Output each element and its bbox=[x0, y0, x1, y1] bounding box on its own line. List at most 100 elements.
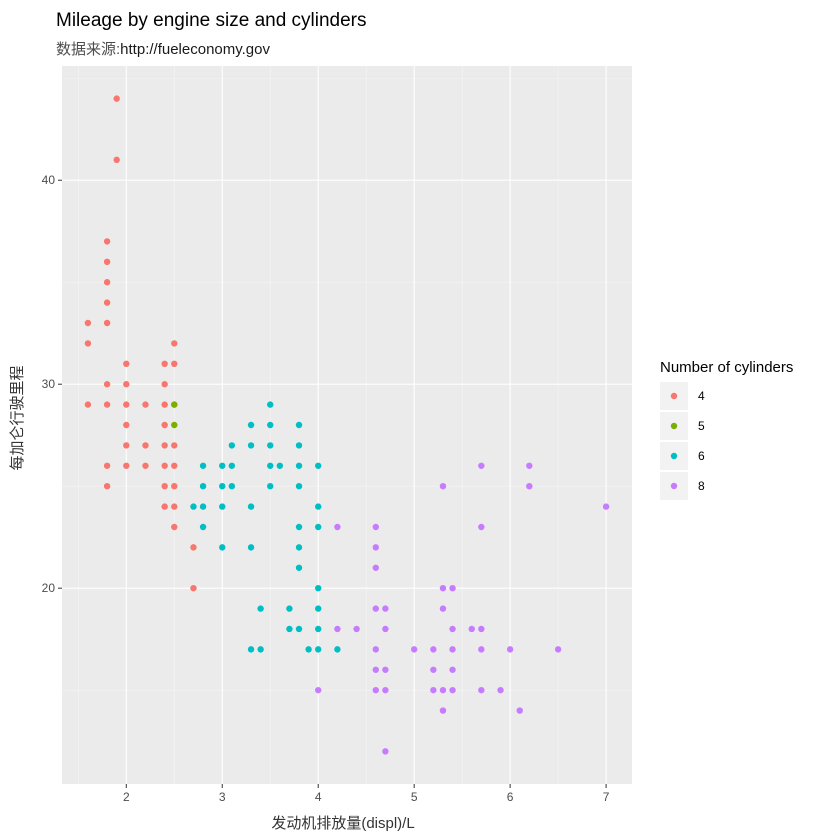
data-point-cyl-8 bbox=[478, 462, 485, 469]
data-point-cyl-6 bbox=[286, 625, 293, 633]
data-point-cyl-6 bbox=[247, 442, 255, 449]
data-point-cyl-8 bbox=[506, 646, 514, 653]
data-point-cyl-8 bbox=[382, 625, 389, 633]
data-point-cyl-6 bbox=[315, 584, 322, 592]
data-point-cyl-4 bbox=[84, 319, 92, 327]
legend-keys: 4 5 6 8 bbox=[660, 382, 705, 500]
data-point-cyl-8 bbox=[478, 523, 485, 531]
data-point-cyl-6 bbox=[267, 421, 274, 429]
data-point-cyl-8 bbox=[439, 605, 447, 612]
data-point-cyl-4 bbox=[123, 381, 130, 388]
data-point-cyl-4 bbox=[171, 503, 178, 510]
data-point-cyl-8 bbox=[372, 686, 379, 694]
y-axis-title: 每加仑行驶里程 bbox=[9, 365, 26, 470]
data-point-cyl-4 bbox=[161, 462, 168, 469]
data-point-cyl-4 bbox=[103, 401, 111, 408]
data-point-cyl-8 bbox=[478, 686, 485, 694]
x-axis-title-cn: 发动机排放量 bbox=[271, 815, 361, 832]
data-point-cyl-4 bbox=[123, 401, 130, 408]
data-point-cyl-8 bbox=[382, 686, 389, 694]
y-tick-label: 30 bbox=[42, 377, 56, 391]
data-point-cyl-6 bbox=[334, 646, 341, 653]
data-point-cyl-8 bbox=[449, 666, 456, 673]
x-axis: 2 3 4 5 6 7 bbox=[123, 784, 610, 804]
legend-key-label: 5 bbox=[698, 419, 705, 433]
data-point-cyl-4 bbox=[113, 156, 120, 164]
data-point-cyl-8 bbox=[449, 584, 456, 592]
data-point-cyl-6 bbox=[219, 544, 226, 551]
data-point-cyl-6 bbox=[199, 482, 207, 490]
data-point-cyl-4 bbox=[84, 340, 92, 347]
legend-key-label: 4 bbox=[698, 389, 705, 403]
data-point-cyl-8 bbox=[526, 462, 533, 469]
legend-key-label: 8 bbox=[698, 479, 705, 493]
data-point-cyl-4 bbox=[171, 442, 178, 449]
data-point-cyl-6 bbox=[247, 646, 255, 653]
data-point-cyl-4 bbox=[161, 401, 168, 408]
data-point-cyl-8 bbox=[449, 686, 456, 694]
data-point-cyl-4 bbox=[103, 381, 111, 388]
data-point-cyl-8 bbox=[315, 686, 322, 694]
data-point-cyl-4 bbox=[161, 360, 168, 368]
x-tick-label: 5 bbox=[411, 790, 418, 804]
data-point-cyl-8 bbox=[468, 625, 475, 633]
y-tick-label: 40 bbox=[42, 173, 56, 187]
data-point-cyl-8 bbox=[478, 625, 485, 633]
data-point-cyl-8 bbox=[439, 482, 447, 490]
data-point-cyl-6 bbox=[247, 544, 255, 551]
data-point-cyl-6 bbox=[315, 625, 322, 633]
data-point-cyl-8 bbox=[497, 686, 504, 694]
data-point-cyl-6 bbox=[199, 523, 207, 531]
data-point-cyl-8 bbox=[554, 646, 562, 653]
data-point-cyl-4 bbox=[113, 95, 120, 102]
data-point-cyl-4 bbox=[103, 279, 111, 286]
data-point-cyl-4 bbox=[123, 421, 130, 429]
data-point-cyl-6 bbox=[305, 646, 312, 653]
data-point-cyl-4 bbox=[161, 503, 168, 510]
y-tick-label: 20 bbox=[42, 581, 56, 595]
x-tick-label: 7 bbox=[603, 790, 610, 804]
minor-gridlines bbox=[62, 66, 632, 784]
data-point-cyl-6 bbox=[199, 462, 207, 469]
data-point-cyl-8 bbox=[372, 544, 379, 551]
x-axis-title: 发动机排放量(displ)/L bbox=[271, 815, 414, 832]
major-gridlines bbox=[62, 66, 632, 784]
subtitle-prefix: 数据来源: bbox=[56, 41, 120, 58]
data-point-cyl-8 bbox=[449, 646, 456, 653]
data-point-cyl-6 bbox=[228, 482, 236, 490]
data-point-cyl-4 bbox=[142, 462, 149, 469]
y-axis: 20 30 40 bbox=[42, 173, 62, 595]
data-point-cyl-4 bbox=[190, 544, 197, 551]
data-point-cyl-8 bbox=[410, 646, 418, 653]
data-point-cyl-6 bbox=[315, 462, 322, 469]
data-point-cyl-6 bbox=[228, 462, 236, 469]
legend-title: Number of cylinders bbox=[660, 359, 793, 376]
data-point-cyl-8 bbox=[372, 564, 379, 571]
data-point-cyl-4 bbox=[123, 360, 130, 368]
legend-key-label: 6 bbox=[698, 449, 705, 463]
data-point-cyl-4 bbox=[103, 482, 111, 490]
data-point-cyl-4 bbox=[171, 360, 178, 368]
legend-key-swatch bbox=[670, 482, 678, 490]
data-point-cyl-4 bbox=[123, 442, 130, 449]
x-tick-label: 4 bbox=[315, 790, 322, 804]
x-axis-title-en: (displ)/L bbox=[361, 815, 414, 832]
data-point-cyl-4 bbox=[161, 381, 168, 388]
x-tick-label: 3 bbox=[219, 790, 226, 804]
data-point-cyl-6 bbox=[228, 442, 236, 449]
data-point-cyl-6 bbox=[267, 462, 274, 469]
data-point-cyl-8 bbox=[430, 686, 437, 694]
data-point-cyl-6 bbox=[199, 503, 207, 510]
data-point-cyl-4 bbox=[171, 523, 178, 531]
data-point-cyl-8 bbox=[353, 625, 360, 633]
legend-key-swatch bbox=[670, 422, 678, 430]
data-point-cyl-8 bbox=[372, 523, 379, 531]
data-point-cyl-6 bbox=[190, 503, 197, 510]
data-point-cyl-4 bbox=[171, 482, 178, 490]
data-point-cyl-4 bbox=[103, 299, 111, 306]
data-point-cyl-6 bbox=[295, 462, 303, 469]
data-point-cyl-4 bbox=[103, 238, 111, 245]
subtitle-url: http://fueleconomy.gov bbox=[120, 41, 270, 58]
data-point-cyl-4 bbox=[84, 401, 92, 408]
